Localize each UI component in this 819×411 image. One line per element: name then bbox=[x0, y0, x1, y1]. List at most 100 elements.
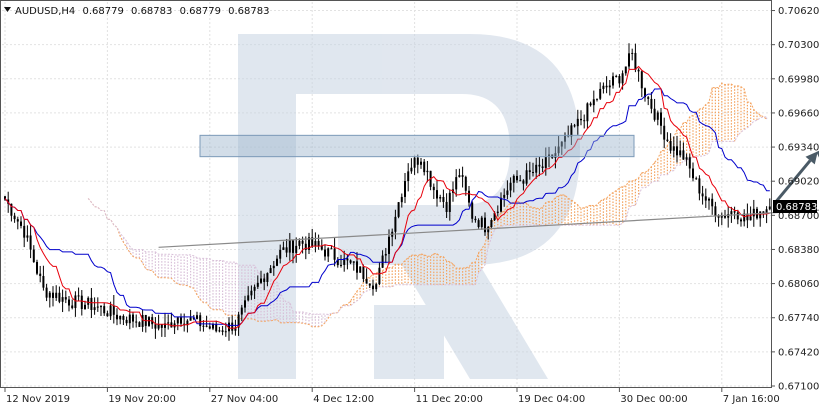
y-tick-label: 0.68380 bbox=[778, 245, 819, 256]
candle-body bbox=[20, 221, 22, 226]
candle-body bbox=[176, 317, 179, 324]
candle-body bbox=[736, 212, 739, 220]
candle-body bbox=[413, 157, 416, 168]
candle-body bbox=[116, 314, 118, 320]
candle-body bbox=[432, 186, 435, 191]
x-tick-label: 19 Dec 04:00 bbox=[518, 394, 585, 405]
candle-body bbox=[298, 240, 301, 246]
candle-body bbox=[618, 76, 621, 84]
y-tick-label: 0.69340 bbox=[778, 143, 819, 154]
candle-body bbox=[570, 125, 573, 137]
candle-body bbox=[240, 307, 243, 315]
candle-body bbox=[96, 306, 99, 308]
candle-body bbox=[698, 178, 701, 194]
candle-body bbox=[500, 197, 502, 212]
candle-body bbox=[196, 315, 198, 319]
candle-body bbox=[557, 146, 560, 154]
x-tick-label: 7 Jan 16:00 bbox=[723, 394, 780, 405]
candle-body bbox=[208, 326, 211, 329]
candle-body bbox=[666, 139, 669, 141]
y-tick-label: 0.68700 bbox=[778, 211, 819, 222]
candle-body bbox=[4, 196, 6, 200]
y-tick-label: 0.67420 bbox=[778, 347, 819, 358]
candle-body bbox=[759, 211, 762, 219]
candle-body bbox=[624, 66, 627, 74]
candle-body bbox=[10, 203, 13, 216]
chart-header-text: AUDUSD,H4 0.68779 0.68783 0.68779 0.6878… bbox=[15, 6, 269, 17]
candle-body bbox=[93, 307, 96, 310]
candle-body bbox=[112, 305, 115, 315]
candle-body bbox=[714, 206, 717, 217]
candle-body bbox=[458, 175, 461, 178]
candle-body bbox=[608, 85, 611, 88]
open-value: 0.68779 bbox=[82, 6, 123, 17]
candle-body bbox=[592, 99, 595, 106]
candle-body bbox=[16, 219, 19, 222]
candle-body bbox=[404, 181, 406, 197]
candle-body bbox=[205, 325, 208, 327]
candle-body bbox=[279, 249, 282, 259]
candle-body bbox=[455, 177, 458, 190]
candle-body bbox=[749, 216, 752, 221]
candle-body bbox=[576, 118, 579, 127]
candle-body bbox=[480, 217, 483, 227]
candle-body bbox=[487, 227, 490, 233]
x-tick-label: 30 Dec 00:00 bbox=[620, 394, 687, 405]
candle-body bbox=[359, 266, 362, 273]
candle-body bbox=[247, 295, 250, 301]
candle-body bbox=[535, 164, 538, 173]
candle-body bbox=[720, 215, 723, 218]
x-tick-label: 19 Nov 20:00 bbox=[108, 394, 175, 405]
candle-body bbox=[765, 209, 768, 213]
candle-body bbox=[516, 175, 518, 181]
candle-body bbox=[410, 167, 413, 172]
candle-body bbox=[343, 258, 346, 265]
candle-body bbox=[356, 261, 358, 273]
candle-body bbox=[285, 247, 288, 253]
candle-body bbox=[141, 314, 144, 327]
candle-body bbox=[596, 98, 598, 100]
candle-body bbox=[688, 157, 691, 169]
candle-body bbox=[637, 69, 640, 72]
candle-body bbox=[333, 248, 336, 260]
senkou-span-a-line bbox=[87, 82, 767, 328]
candle-body bbox=[74, 295, 77, 309]
candle-body bbox=[461, 175, 464, 177]
low-value: 0.68779 bbox=[180, 6, 221, 17]
candle-body bbox=[420, 161, 422, 165]
candle-body bbox=[292, 240, 294, 253]
candle-body bbox=[272, 265, 275, 269]
candle-body bbox=[669, 140, 672, 151]
x-tick-label: 27 Nov 04:00 bbox=[211, 394, 278, 405]
candle-body bbox=[52, 292, 54, 298]
close-value: 0.68783 bbox=[228, 6, 269, 17]
dropdown-triangle-icon[interactable] bbox=[4, 7, 11, 12]
candle-body bbox=[746, 213, 749, 221]
candle-body bbox=[448, 192, 451, 213]
y-tick-label: 0.69660 bbox=[778, 108, 819, 119]
candle-body bbox=[29, 235, 32, 250]
candle-body bbox=[84, 304, 86, 309]
forecast-arrow-up-head-icon bbox=[805, 151, 818, 165]
candle-body bbox=[474, 218, 477, 221]
candle-body bbox=[567, 135, 570, 137]
candle-body bbox=[340, 264, 342, 266]
watermark-logo-icon bbox=[238, 34, 580, 379]
candle-body bbox=[231, 322, 234, 331]
candle-body bbox=[250, 290, 253, 296]
candle-body bbox=[349, 260, 352, 263]
candle-body bbox=[580, 118, 582, 121]
candle-body bbox=[692, 168, 694, 179]
candle-body bbox=[612, 76, 614, 86]
candle-body bbox=[148, 317, 150, 326]
ichimoku-lines bbox=[4, 65, 770, 329]
candle-body bbox=[90, 297, 93, 310]
candle-body bbox=[368, 283, 371, 286]
candle-body bbox=[218, 330, 221, 332]
candle-body bbox=[605, 85, 608, 88]
candle-body bbox=[653, 108, 656, 120]
candle-body bbox=[199, 315, 202, 327]
candle-body bbox=[122, 315, 125, 320]
candle-body bbox=[656, 112, 659, 120]
candlesticks bbox=[4, 43, 771, 341]
